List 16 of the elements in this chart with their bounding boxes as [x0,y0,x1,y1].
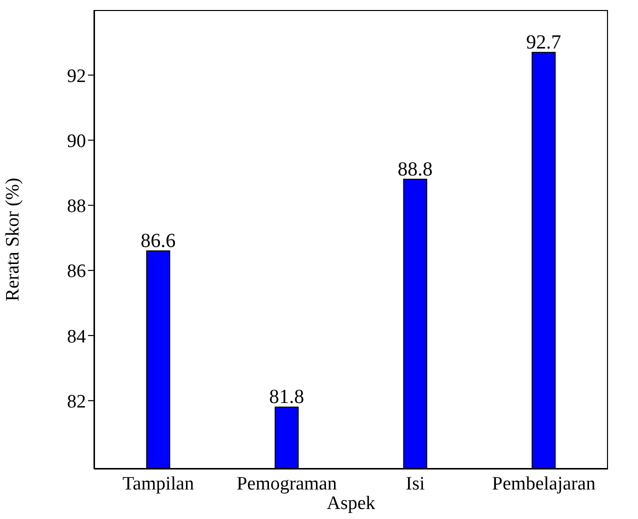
y-tick-label: 90 [67,130,86,152]
data-label: 88.8 [398,158,433,180]
data-label: 92.7 [526,31,562,54]
data-label: 81.8 [269,386,304,408]
y-tick-label: 88 [67,196,86,218]
y-tick-label: 92 [67,66,86,87]
y-tick-label: 82 [67,391,86,412]
x-tick-label: Pembelajaran [492,473,596,494]
x-tick-label: Tampilan [122,473,194,494]
data-label: 86.6 [140,230,176,252]
y-tick-label: 84 [67,326,86,348]
y-tick-label: 86 [67,261,86,282]
x-axis-title: Aspek [326,493,376,514]
x-tick-label: Isi [406,473,425,494]
y-axis-title: Rerata Skor (%) [2,178,24,302]
x-tick-label: Pemograman [236,473,338,494]
